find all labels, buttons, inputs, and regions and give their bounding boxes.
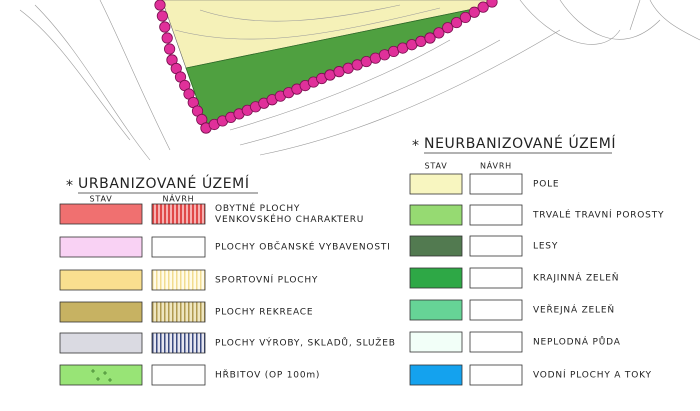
swatch-existing <box>59 236 143 258</box>
legend-label: POLE <box>533 180 559 190</box>
swatch-proposed <box>151 269 206 291</box>
legend-label: PLOCHY OBČANSKÉ VYBAVENOSTI <box>215 241 391 253</box>
section-marker: * <box>66 178 74 194</box>
swatch-proposed <box>151 236 206 258</box>
swatch-proposed <box>469 267 523 289</box>
legend-label: HŘBITOV (OP 100m) <box>215 370 320 381</box>
column-header: STAV <box>425 162 448 171</box>
swatch-proposed <box>151 203 206 225</box>
legend-label: NEPLODNÁ PŮDA <box>533 336 621 348</box>
swatch-proposed <box>469 299 523 321</box>
legend-label: PLOCHY VÝROBY, SKLADŮ, SLUŽEB <box>215 337 396 349</box>
swatch-existing <box>409 173 463 195</box>
swatch-existing <box>409 364 463 386</box>
legend-label: VODNÍ PLOCHY A TOKY <box>533 369 652 381</box>
column-header: STAV <box>90 195 113 204</box>
symbol-cross <box>108 378 112 382</box>
swatch-proposed <box>151 332 206 354</box>
swatch-existing <box>409 267 463 289</box>
column-header: NÁVRH <box>163 193 195 204</box>
swatch-proposed <box>469 331 523 353</box>
boundary-dot <box>156 10 168 22</box>
swatch-existing <box>59 269 143 291</box>
section-marker: * <box>412 138 420 154</box>
boundary-dot <box>442 22 454 34</box>
swatch-existing <box>409 331 463 353</box>
swatch-existing <box>409 235 463 257</box>
swatch-proposed <box>469 235 523 257</box>
boundary-dot <box>486 0 498 8</box>
boundary-dot <box>433 27 445 39</box>
swatch-existing <box>409 204 463 226</box>
boundary-dot <box>450 16 463 29</box>
symbol-cross <box>96 377 100 381</box>
swatch-existing <box>59 301 143 323</box>
swatch-proposed <box>469 204 523 226</box>
swatch-proposed <box>151 301 206 323</box>
legend-label: SPORTOVNÍ PLOCHY <box>215 274 318 286</box>
boundary-dot <box>477 1 489 13</box>
swatch-existing <box>59 203 143 225</box>
boundary-dot <box>159 21 171 33</box>
legend-label: VEŘEJNÁ ZELEŇ <box>533 304 615 316</box>
section-title: URBANIZOVANÉ ÚZEMÍ <box>78 174 250 192</box>
legend-label: KRAJINNÁ ZELEŇ <box>533 272 619 284</box>
boundary-dot <box>154 0 166 11</box>
legend-label: VENKOVSKÉHO CHARAKTERU <box>215 213 364 225</box>
map-fragment <box>19 0 700 161</box>
boundary-dot <box>468 6 480 18</box>
boundary-dot <box>164 43 176 55</box>
boundary-dot <box>424 32 436 44</box>
swatch-existing <box>59 364 143 386</box>
swatch-proposed <box>469 173 523 195</box>
symbol-cross <box>91 369 95 373</box>
column-header: NÁVRH <box>480 160 512 171</box>
swatch-proposed <box>469 364 523 386</box>
boundary-dot <box>459 11 472 24</box>
legend-label: OBYTNÉ PLOCHY <box>215 202 300 214</box>
boundary-dot <box>161 32 173 44</box>
legend-label: PLOCHY REKREACE <box>215 308 313 318</box>
swatch-existing <box>409 299 463 321</box>
symbol-cross <box>103 371 107 375</box>
legend-label: TRVALÉ TRAVNÍ POROSTY <box>532 209 664 221</box>
swatch-proposed <box>151 364 206 386</box>
section-title: NEURBANIZOVANÉ ÚZEMÍ <box>424 134 616 152</box>
swatch-existing <box>59 332 143 354</box>
legend-label: LESY <box>533 242 558 252</box>
